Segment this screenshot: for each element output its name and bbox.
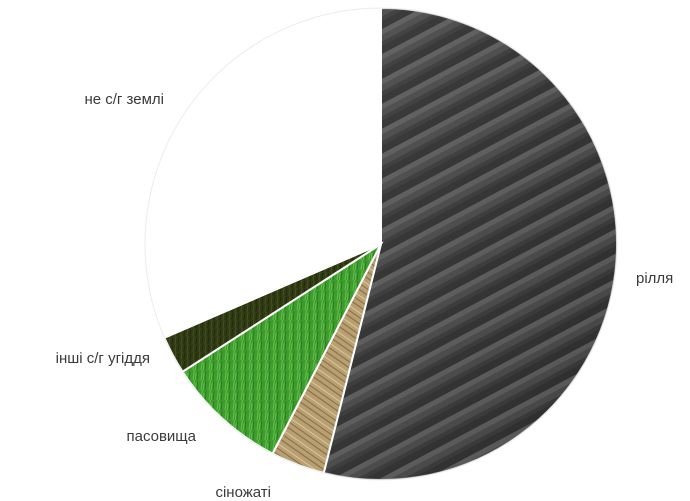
- pie-label-4: не с/г землі: [84, 91, 164, 108]
- pie-label-2: пасовища: [126, 428, 196, 445]
- pie-slices: [144, 6, 618, 481]
- pie-label-1: сіножаті: [215, 484, 271, 501]
- pie-labels: рілля сіножаті пасовища інші с/г угіддя не с…: [56, 91, 674, 501]
- pie-outline: [144, 7, 618, 481]
- pie-label-3: інші с/г угіддя: [56, 350, 150, 367]
- pie-slice-0-shade: [323, 8, 618, 480]
- pie-label-0: рілля: [636, 270, 673, 287]
